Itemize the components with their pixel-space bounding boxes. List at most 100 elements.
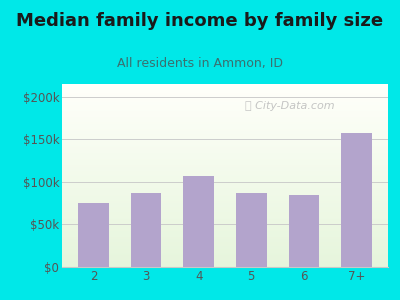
Bar [62, 178, 388, 179]
Bar [62, 116, 388, 117]
Bar [62, 207, 388, 208]
Bar [62, 157, 388, 158]
Bar [62, 191, 388, 192]
Bar [62, 205, 388, 206]
Bar [62, 231, 388, 232]
Bar [62, 109, 388, 110]
Bar [62, 222, 388, 223]
Bar [62, 204, 388, 205]
Bar [62, 154, 388, 155]
Bar [62, 170, 388, 171]
Bar [62, 233, 388, 234]
Bar [62, 227, 388, 228]
Bar [62, 230, 388, 231]
Bar [62, 193, 388, 194]
Bar [62, 122, 388, 123]
Bar [62, 139, 388, 140]
Bar [62, 156, 388, 157]
Bar [62, 216, 388, 217]
Bar [62, 175, 388, 176]
Bar [62, 125, 388, 126]
Bar [62, 192, 388, 193]
Bar [62, 118, 388, 119]
Bar [62, 102, 388, 103]
Bar [62, 100, 388, 101]
Bar [62, 246, 388, 247]
Bar [62, 103, 388, 104]
Bar [62, 133, 388, 134]
Bar [62, 106, 388, 107]
Bar [62, 210, 388, 211]
Bar [62, 140, 388, 141]
Bar [62, 236, 388, 237]
Bar [62, 135, 388, 136]
Bar [62, 219, 388, 220]
Bar [62, 245, 388, 246]
Bar [62, 127, 388, 128]
Bar [62, 115, 388, 116]
Bar [62, 101, 388, 102]
Bar [62, 190, 388, 191]
Bar [289, 195, 319, 267]
Bar [62, 164, 388, 165]
Bar [62, 181, 388, 182]
Bar [62, 96, 388, 97]
Bar [62, 162, 388, 163]
Bar [62, 150, 388, 151]
Bar [62, 244, 388, 245]
Bar [184, 176, 214, 267]
Bar [62, 110, 388, 112]
Bar [62, 87, 388, 88]
Bar [62, 183, 388, 184]
Bar [78, 203, 109, 267]
Bar [62, 148, 388, 149]
Bar [62, 100, 388, 101]
Bar [62, 130, 388, 131]
Bar [62, 211, 388, 212]
Bar [62, 117, 388, 118]
Bar [62, 253, 388, 254]
Bar [62, 195, 388, 196]
Bar [62, 137, 388, 138]
Bar [62, 93, 388, 94]
Bar [62, 108, 388, 109]
Bar [62, 131, 388, 132]
Text: All residents in Ammon, ID: All residents in Ammon, ID [117, 57, 283, 70]
Bar [62, 185, 388, 186]
Bar [62, 119, 388, 120]
Bar [62, 196, 388, 197]
Bar [62, 88, 388, 89]
Bar [62, 235, 388, 236]
Bar [62, 187, 388, 188]
Bar [62, 128, 388, 129]
Bar [62, 147, 388, 148]
Bar [62, 243, 388, 244]
Bar [341, 133, 372, 267]
Bar [62, 85, 388, 86]
Bar [62, 199, 388, 200]
Bar [62, 99, 388, 100]
Bar [62, 182, 388, 183]
Bar [62, 251, 388, 252]
Bar [62, 95, 388, 96]
Bar [62, 249, 388, 250]
Bar [62, 91, 388, 92]
Bar [62, 155, 388, 156]
Bar [62, 145, 388, 146]
Bar [62, 123, 388, 124]
Bar [62, 265, 388, 266]
Bar [62, 129, 388, 130]
Bar [62, 208, 388, 209]
Bar [62, 94, 388, 95]
Bar [62, 149, 388, 150]
Bar [62, 250, 388, 251]
Bar [62, 232, 388, 233]
Bar [62, 229, 388, 230]
Bar [62, 158, 388, 159]
Bar [62, 120, 388, 121]
Bar [62, 124, 388, 125]
Bar [62, 194, 388, 195]
Bar [62, 241, 388, 242]
Bar [62, 213, 388, 214]
Bar [62, 257, 388, 258]
